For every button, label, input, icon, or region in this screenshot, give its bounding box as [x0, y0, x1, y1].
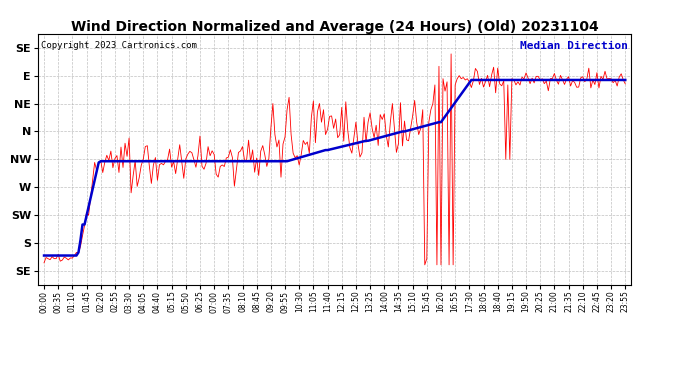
Title: Wind Direction Normalized and Average (24 Hours) (Old) 20231104: Wind Direction Normalized and Average (2…: [71, 20, 598, 34]
Text: Copyright 2023 Cartronics.com: Copyright 2023 Cartronics.com: [41, 41, 197, 50]
Text: Median Direction: Median Direction: [520, 41, 629, 51]
